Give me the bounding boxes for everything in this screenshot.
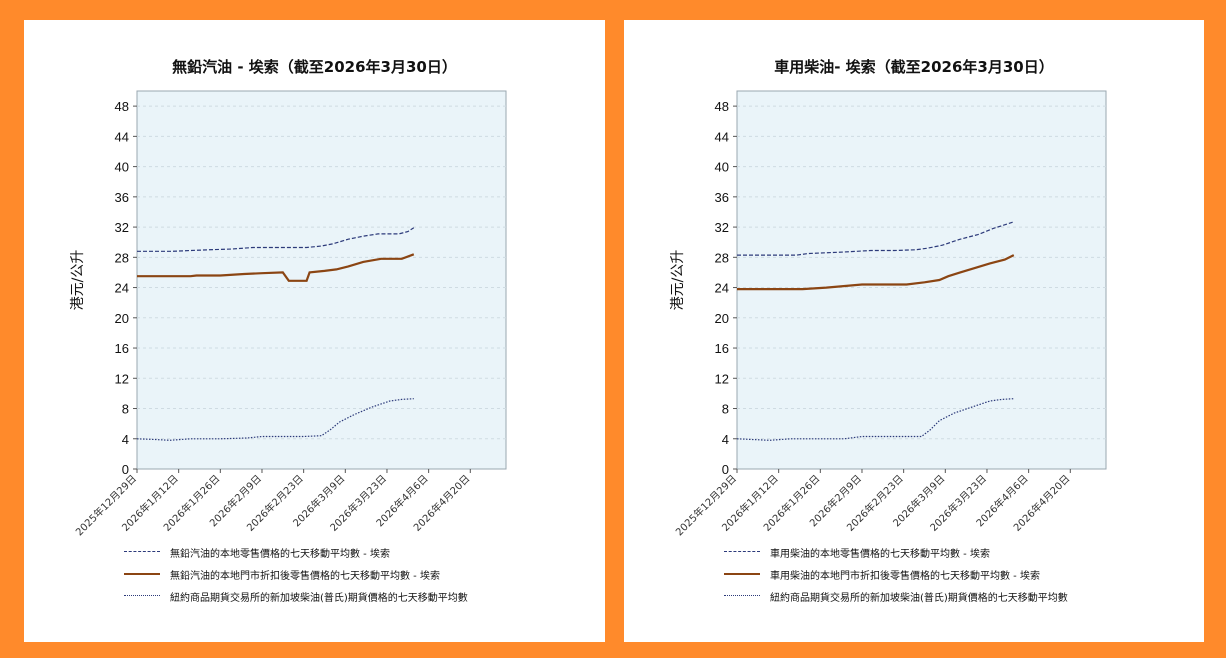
- chart-svg: 048121620242832364044482025年12月29日2026年1…: [670, 90, 1107, 538]
- y-tick-label: 8: [122, 402, 129, 417]
- y-tick-label: 28: [115, 250, 129, 265]
- legend-swatch: [124, 595, 160, 596]
- y-tick-label: 4: [722, 432, 729, 447]
- y-tick-label: 48: [715, 99, 729, 114]
- plot-area: [136, 90, 507, 470]
- y-tick-label: 20: [115, 311, 129, 326]
- series-line: [737, 254, 1015, 291]
- y-tick-label: 24: [715, 281, 729, 296]
- chart-svg: 048121620242832364044482025年12月29日2026年1…: [70, 90, 507, 538]
- y-tick-label: 12: [115, 371, 129, 386]
- legend-label: 無鉛汽油的本地門市折扣後零售價格的七天移動平均數 - 埃索: [170, 571, 440, 582]
- y-tick-label: 0: [122, 462, 129, 477]
- y-tick-label: 24: [115, 281, 129, 296]
- y-tick-label: 12: [715, 371, 729, 386]
- legend-item: 無鉛汽油的本地門市折扣後零售價格的七天移動平均數 - 埃索: [124, 566, 594, 588]
- series-line: [137, 253, 415, 282]
- legend-item: 紐約商品期貨交易所的新加坡柴油(普氏)期貨價格的七天移動平均數: [724, 588, 1194, 610]
- chart-panel-left: 無鉛汽油 - 埃索（截至2026年3月30日） 0 4 8 12 16 20 24 28 32 3…: [24, 20, 605, 642]
- y-tick-label: 32: [115, 220, 129, 235]
- series-line: [136, 398, 414, 441]
- y-tick-label: 0: [722, 462, 729, 477]
- y-tick-label: 44: [115, 129, 129, 144]
- y-tick-label: 8: [722, 402, 729, 417]
- legend-swatch: [724, 551, 760, 552]
- chart-panel-right: 車用柴油- 埃索（截至2026年3月30日） 0 4 8 12 16 20 24 28 32 36…: [624, 20, 1204, 642]
- y-tick-label: 16: [115, 341, 129, 356]
- legend-item: 無鉛汽油的本地零售價格的七天移動平均數 - 埃索: [124, 544, 594, 566]
- y-tick-label: 36: [715, 190, 729, 205]
- legend-item: 紐約商品期貨交易所的新加坡柴油(普氏)期貨價格的七天移動平均數: [124, 588, 594, 610]
- y-tick-label: 32: [715, 220, 729, 235]
- legend-swatch: [724, 573, 760, 575]
- legend-label: 紐約商品期貨交易所的新加坡柴油(普氏)期貨價格的七天移動平均數: [170, 593, 468, 604]
- y-tick-label: 16: [715, 341, 729, 356]
- chart-title: 無鉛汽油 - 埃索（截至2026年3月30日）: [172, 58, 457, 76]
- series-line: [736, 398, 1014, 441]
- y-tick-label: 44: [715, 129, 729, 144]
- series-line: [737, 221, 1014, 256]
- y-tick-label: 20: [715, 311, 729, 326]
- y-tick-label: 4: [122, 432, 129, 447]
- legend-label: 車用柴油的本地門市折扣後零售價格的七天移動平均數 - 埃索: [770, 571, 1040, 582]
- chart-legend: 無鉛汽油的本地零售價格的七天移動平均數 - 埃索 無鉛汽油的本地門市折扣後零售價…: [124, 544, 594, 610]
- y-tick-label: 40: [715, 160, 729, 175]
- legend-swatch: [124, 551, 160, 552]
- y-axis-label: 港元/公升: [670, 250, 686, 311]
- y-tick-label: 48: [115, 99, 129, 114]
- chart-legend: 車用柴油的本地零售價格的七天移動平均數 - 埃索 車用柴油的本地門市折扣後零售價…: [724, 544, 1194, 610]
- legend-item: 車用柴油的本地零售價格的七天移動平均數 - 埃索: [724, 544, 1194, 566]
- y-tick-label: 36: [115, 190, 129, 205]
- chart-title: 車用柴油- 埃索（截至2026年3月30日）: [774, 58, 1054, 76]
- y-axis-label: 港元/公升: [70, 250, 86, 311]
- legend-item: 車用柴油的本地門市折扣後零售價格的七天移動平均數 - 埃索: [724, 566, 1194, 588]
- legend-label: 車用柴油的本地零售價格的七天移動平均數 - 埃索: [770, 549, 990, 560]
- legend-label: 無鉛汽油的本地零售價格的七天移動平均數 - 埃索: [170, 549, 390, 560]
- series-line: [137, 227, 415, 252]
- legend-swatch: [724, 595, 760, 596]
- y-tick-label: 40: [115, 160, 129, 175]
- legend-label: 紐約商品期貨交易所的新加坡柴油(普氏)期貨價格的七天移動平均數: [770, 593, 1068, 604]
- plot-area: [736, 90, 1107, 470]
- y-tick-label: 28: [715, 250, 729, 265]
- legend-swatch: [124, 573, 160, 575]
